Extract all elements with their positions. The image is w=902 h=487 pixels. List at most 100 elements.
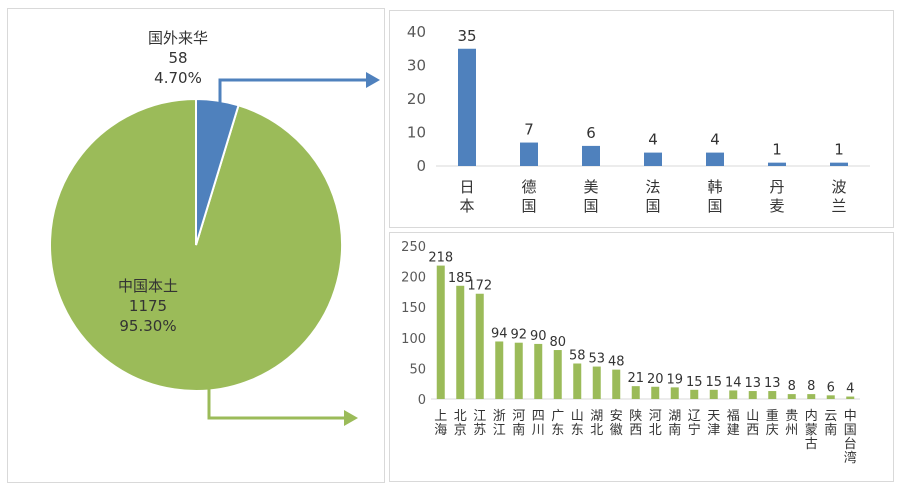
category-label: 日本 [459,178,474,215]
bar [706,152,724,166]
category-label: 上海 [434,409,447,438]
domestic-bar-chart-panel [389,232,894,482]
data-label: 8 [807,379,815,394]
y-tick-label: 200 [401,271,426,286]
y-tick-label: 100 [401,332,426,347]
pie-label-domestic-name: 中国本土 [118,277,178,295]
data-label: 172 [467,279,492,294]
pie-slice-foreign [195,97,240,246]
data-label: 185 [448,271,473,286]
data-label: 15 [705,375,722,390]
category-label: 山西 [746,409,759,438]
y-tick-label: 30 [407,57,426,75]
data-label: 92 [510,328,527,343]
bar [729,390,738,399]
y-tick-label: 250 [401,240,426,255]
data-label: 13 [744,376,761,391]
arrow-foreign-head [366,72,380,88]
bar [534,343,543,399]
data-label: 7 [524,121,534,139]
bar [436,265,445,399]
pie-label-foreign-pct: 4.70% [154,69,202,87]
y-tick-label: 150 [401,301,426,316]
category-label: 江苏 [473,409,486,438]
category-label: 浙江 [493,409,506,438]
data-label: 35 [457,27,476,45]
y-tick-label: 0 [418,393,426,408]
bar [553,350,562,399]
category-label: 福建 [727,409,740,438]
bar [709,389,718,399]
data-label: 80 [549,335,566,350]
category-label: 德国 [521,178,536,215]
category-label: 波兰 [831,178,846,215]
data-label: 94 [491,326,508,341]
data-label: 13 [764,376,781,391]
bar [475,293,484,399]
data-label: 58 [569,349,586,364]
bar [592,366,601,399]
category-label: 丹麦 [769,178,784,215]
bar [807,394,816,399]
data-label: 6 [586,124,596,142]
pie-label-foreign-name: 国外来华 [148,29,208,47]
category-label: 河南 [512,409,525,438]
bar [573,363,582,399]
data-label: 90 [530,329,547,344]
category-label: 河北 [649,409,662,438]
bar [826,395,835,399]
y-tick-label: 50 [409,362,426,377]
bar [644,152,662,166]
arrow-foreign-connector [218,78,366,104]
category-label: 安徽 [610,409,623,438]
y-tick-label: 20 [407,90,426,108]
y-tick-label: 0 [416,157,426,175]
data-label: 21 [627,371,644,386]
category-label: 美国 [583,178,598,215]
category-label: 内蒙古 [805,408,818,452]
bar [651,386,660,399]
data-label: 4 [846,382,854,397]
category-label: 韩国 [707,178,722,215]
bar [520,142,538,166]
data-label: 1 [834,141,844,159]
data-label: 1 [772,141,782,159]
data-label: 15 [686,375,703,390]
category-label: 广东 [551,409,564,438]
bar [787,394,796,399]
pie-label-domestic-pct: 95.30% [119,317,176,335]
category-label: 辽宁 [688,409,701,438]
bar [670,387,679,399]
arrow-domestic-head [344,410,358,426]
data-label: 218 [428,251,453,266]
category-label: 北京 [454,409,467,438]
data-label: 6 [827,380,835,395]
category-label: 陕西 [629,409,642,438]
category-label: 法国 [645,178,660,215]
y-tick-label: 40 [407,23,426,41]
data-label: 4 [710,131,720,149]
data-label: 19 [666,372,683,387]
category-label: 四川 [532,409,545,438]
bar [748,391,757,399]
pie-label-foreign-count: 58 [168,49,187,67]
bar [495,341,504,399]
bar [456,285,465,399]
y-tick-label: 10 [407,124,426,142]
bar [458,48,476,166]
bar [631,386,640,399]
domestic-bar-chart: 050100150200250218上海185北京172江苏94浙江92河南90… [401,240,860,466]
pie-label-domestic-count: 1175 [129,297,167,315]
category-label: 云南 [824,409,837,438]
data-label: 20 [647,372,664,387]
data-label: 8 [788,379,796,394]
data-label: 53 [588,352,605,367]
bar [582,145,600,166]
category-label: 湖南 [668,409,681,438]
data-label: 48 [608,355,625,370]
bar [690,389,699,399]
bar [768,391,777,399]
bar [830,162,848,166]
bar [514,342,523,399]
